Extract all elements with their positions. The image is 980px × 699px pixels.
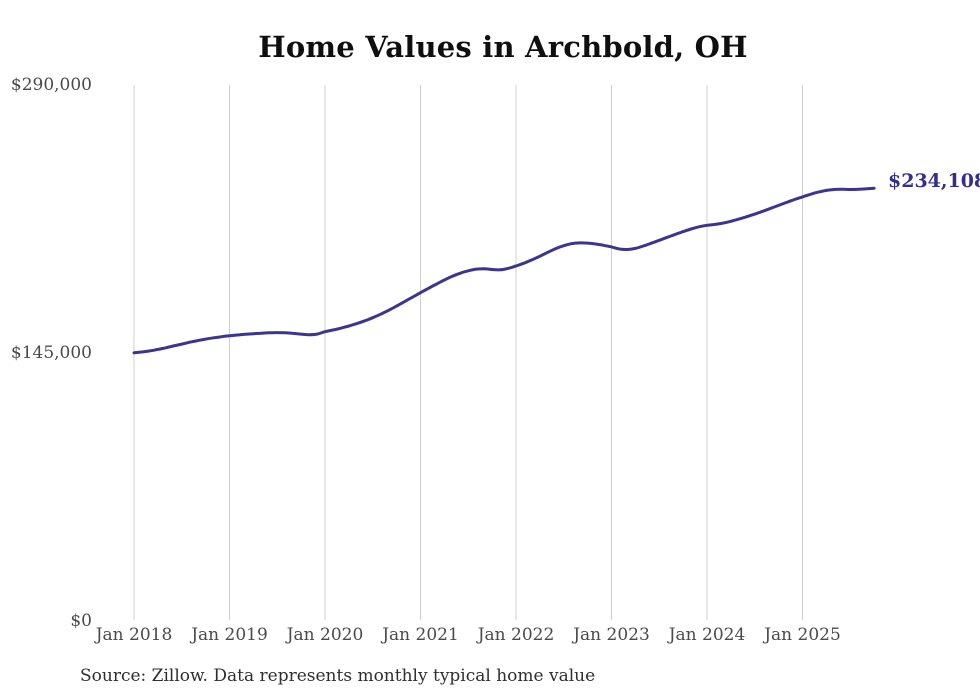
y-axis-tick-label-top: $290,000	[10, 75, 92, 95]
y-axis-tick-label-zero: $0	[70, 611, 92, 631]
y-axis-tick-label-mid: $145,000	[10, 343, 92, 363]
x-axis-tick-label: Jan 2020	[286, 625, 364, 645]
x-axis-tick-label: Jan 2018	[95, 625, 173, 645]
x-axis-tick-label: Jan 2022	[477, 625, 555, 645]
home-value-line-series	[132, 186, 876, 355]
chart-title: Home Values in Archbold, OH	[258, 30, 748, 64]
latest-value-label: $234,108	[888, 170, 980, 192]
x-axis-tick-label: Jan 2019	[191, 625, 268, 645]
x-axis-tick-label: Jan 2021	[382, 625, 459, 645]
x-axis-tick-label: Jan 2025	[764, 625, 841, 645]
x-axis-tick-label: Jan 2023	[573, 625, 650, 645]
source-note: Source: Zillow. Data represents monthly …	[80, 666, 596, 686]
x-axis-tick-label: Jan 2024	[668, 625, 746, 645]
gridlines	[133, 85, 803, 620]
